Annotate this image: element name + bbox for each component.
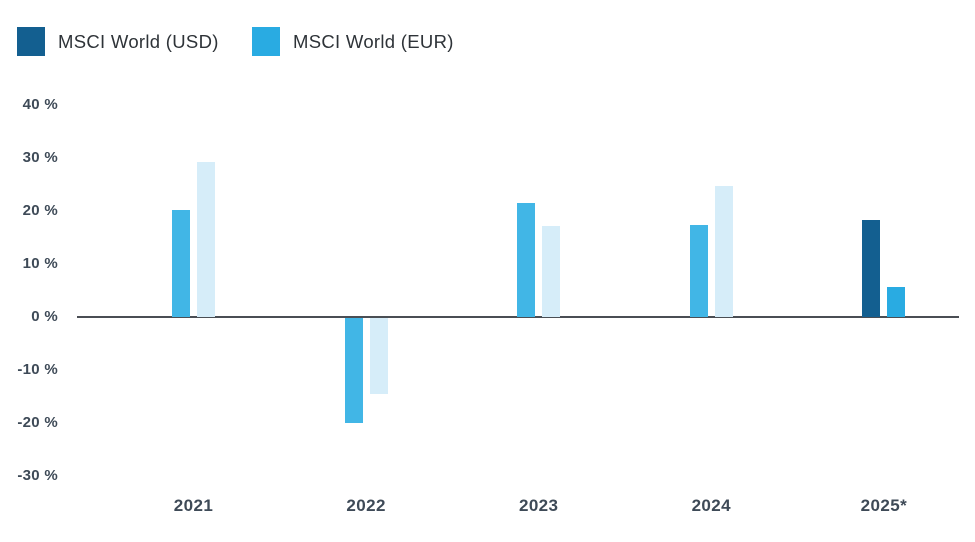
bar-2021-usd [172,210,190,317]
y-axis-tick-40%: 40 % [22,96,58,113]
x-axis-line [77,316,959,318]
bar-2023-usd [517,202,536,317]
legend-item-usd: MSCI World (USD) [17,27,219,56]
y-axis-tick--20%: -20 % [17,414,58,431]
x-axis-label-2023: 2023 [518,496,559,515]
bar-2025-usd [862,220,881,317]
legend-label-usd: MSCI World (USD) [58,30,219,52]
x-axis-label-2024: 2024 [691,496,731,515]
x-axis-label-2022: 2022 [346,496,386,515]
legend-item-eur: MSCI World (EUR) [252,27,454,56]
legend-label-eur: MSCI World (EUR) [293,30,454,52]
y-axis-tick-30%: 30 % [22,149,58,166]
bar-2022-usd [344,318,363,423]
y-axis-tick--10%: -10 % [17,361,58,378]
bar-2024-usd [689,224,708,317]
bar-2021-eur [197,161,215,317]
bar-2022-eur [369,318,388,394]
bar-2025-eur [887,287,906,317]
y-axis-tick-20%: 20 % [22,202,58,219]
x-axis-label-2025: 2025* [860,496,908,515]
bar-2023-eur [542,225,561,317]
bar-2024-eur [714,185,733,317]
legend-swatch-eur-icon [252,27,280,56]
y-axis-tick--30%: -30 % [17,467,58,484]
legend-swatch-usd-icon [17,27,45,56]
x-axis-label-2021: 2021 [173,496,214,515]
y-axis-tick-10%: 10 % [22,255,58,272]
y-axis-tick-0%: 0 % [31,308,58,325]
